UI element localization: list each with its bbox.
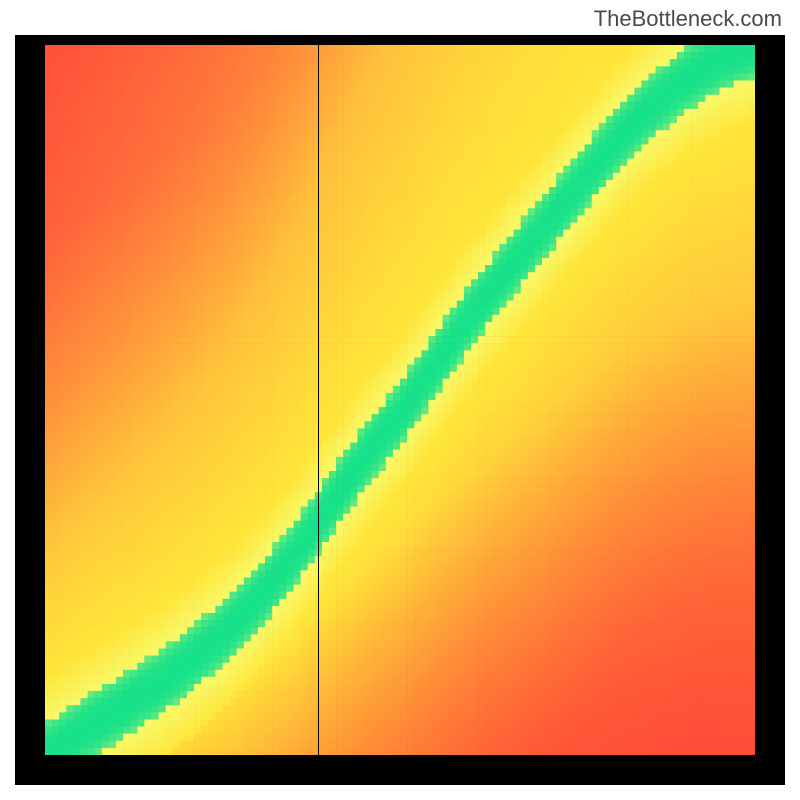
- vertical-marker-line: [318, 45, 319, 755]
- page-root: TheBottleneck.com: [0, 0, 800, 800]
- plot-frame: [15, 35, 785, 785]
- vertical-marker-tick: [315, 38, 322, 45]
- bottleneck-heatmap: [45, 45, 755, 755]
- watermark-text: TheBottleneck.com: [594, 6, 782, 32]
